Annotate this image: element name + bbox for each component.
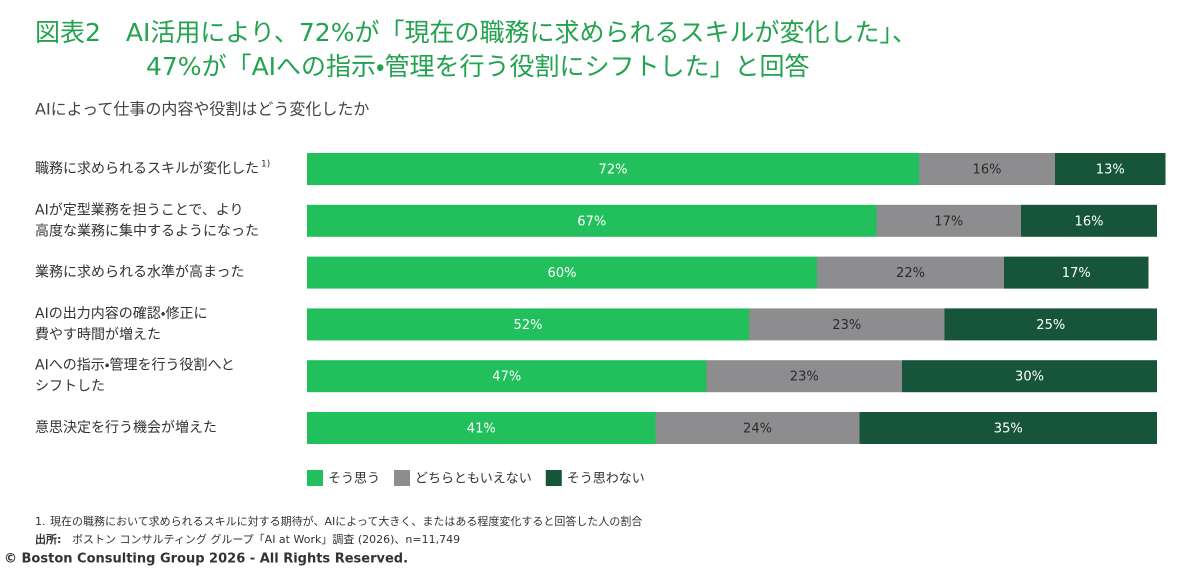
value-label: 16%: [1075, 214, 1104, 229]
bar-segment: [1055, 153, 1166, 185]
category-label: シフトした: [35, 379, 105, 395]
value-label: 17%: [934, 214, 963, 229]
footnote-label: 出所:: [35, 532, 61, 546]
bar-segment: [902, 360, 1157, 393]
legend-swatch: [545, 470, 562, 486]
bar-segment: [706, 360, 902, 393]
legend-label: どちらともいえない: [415, 472, 532, 487]
value-label: 60%: [548, 266, 577, 281]
legend-swatch: [307, 470, 323, 486]
chart-title: 図表2 AI活用により、72%が「現在の職務に求められるスキルが変化した」、: [35, 18, 917, 47]
bar-segment: [307, 204, 877, 237]
bar-segment: [944, 308, 1157, 341]
copyright: © Boston Consulting Group 2026 - All Rig…: [4, 552, 408, 567]
value-label: 30%: [1015, 370, 1044, 385]
category-label: 業務に求められる水準が高まった: [35, 264, 244, 281]
value-label: 13%: [1096, 163, 1125, 178]
category-label: AIが定型業務を担うことで、より: [35, 202, 243, 218]
bar-segment: [307, 360, 707, 393]
category-label: 意思決定を行う機会が増えた: [35, 420, 217, 436]
chart-title: 47%が「AIへの指示・管理を行う役割にシフトした」と回答: [146, 52, 810, 81]
legend-label: そう思う: [328, 472, 380, 487]
bar-segment: [876, 204, 1021, 237]
bar-segment: [655, 412, 860, 444]
bar-segment: [817, 256, 1004, 289]
chart-subtitle: AIによって仕事の内容や役割はどう変化したか: [35, 100, 369, 119]
category-label: 職務に求められるスキルが変化した: [35, 161, 259, 177]
legend-label: そう思わない: [567, 472, 645, 487]
value-label: 35%: [994, 422, 1023, 437]
category-superscript: 1): [261, 160, 270, 170]
footnote: ボストン コンサルティング グループ「AI at Work」調査 (2026)、…: [72, 532, 460, 546]
bar-segment: [1021, 204, 1157, 237]
bar-segment: [1004, 256, 1149, 289]
bar-segment: [307, 308, 749, 341]
value-label: 17%: [1062, 266, 1091, 281]
bar-segment: [307, 153, 919, 185]
value-label: 23%: [832, 318, 861, 333]
value-label: 72%: [599, 163, 628, 178]
bar-segment: [307, 256, 817, 289]
value-label: 41%: [467, 422, 496, 437]
value-label: 47%: [492, 370, 521, 385]
bar-segment: [749, 308, 945, 341]
value-label: 52%: [514, 318, 543, 333]
category-label: AIの出力内容の確認・修正に: [35, 305, 207, 322]
bar-segment: [307, 412, 656, 444]
value-label: 24%: [743, 422, 772, 437]
legend-swatch: [394, 470, 411, 486]
bar-segment: [859, 412, 1157, 444]
value-label: 22%: [896, 266, 925, 281]
footnote: 現在の職務において求められるスキルに対する期待が、AIによって大きく、またはある…: [50, 514, 642, 528]
category-label: AIへの指示・管理を行う役割へと: [35, 358, 235, 374]
value-label: 23%: [790, 370, 819, 385]
category-label: 費やす時間が増えた: [35, 327, 161, 343]
value-label: 25%: [1036, 318, 1065, 333]
value-label: 16%: [973, 163, 1002, 178]
value-label: 67%: [577, 214, 606, 229]
category-label: 高度な業務に集中するようになった: [35, 222, 259, 239]
bar-segment: [919, 153, 1055, 185]
footnote-label: 1.: [35, 515, 46, 528]
